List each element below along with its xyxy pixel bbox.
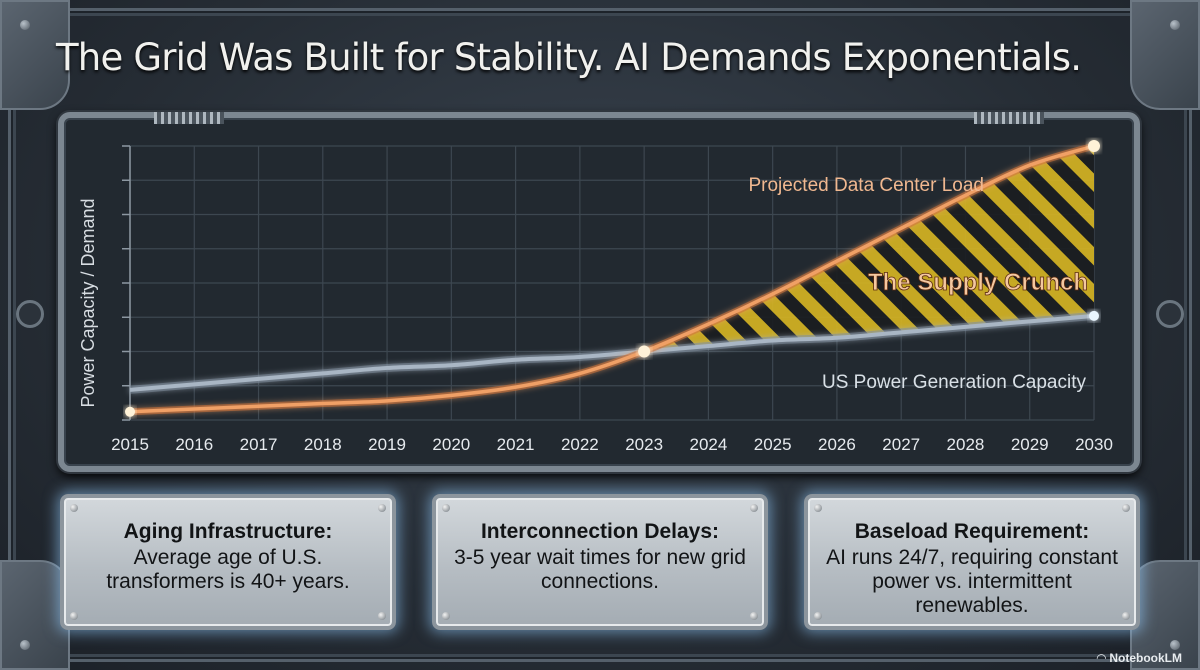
- rivet: [442, 612, 450, 620]
- x-tick-label: 2018: [304, 435, 342, 454]
- load-line: [129, 144, 1095, 414]
- rivet: [814, 504, 822, 512]
- vent-grille: [974, 112, 1044, 124]
- x-tick-label: 2026: [818, 435, 856, 454]
- vent-grille: [154, 112, 224, 124]
- x-tick-label: 2023: [625, 435, 663, 454]
- corner-plate-bottom-left: [0, 560, 70, 670]
- x-tick-label: 2025: [754, 435, 792, 454]
- rivet: [442, 504, 450, 512]
- x-tick-label: 2029: [1011, 435, 1049, 454]
- rivet: [1122, 612, 1130, 620]
- side-ring-left: [16, 300, 44, 328]
- rivet: [70, 612, 78, 620]
- rivet: [1170, 20, 1180, 30]
- brand-label: ◠ NotebookLM: [1097, 651, 1182, 665]
- supply-crunch-label: The Supply Crunch: [868, 269, 1088, 296]
- series-label-load: Projected Data Center Load: [748, 175, 984, 196]
- x-tick-label: 2022: [561, 435, 599, 454]
- info-box-body: Average age of U.S. transformers is 40+ …: [106, 546, 350, 593]
- x-tick-labels: 2015 2016 2017 2018 2019 2020 2021 2022 2023 2024…: [111, 435, 1113, 454]
- x-tick-label: 2030: [1075, 435, 1113, 454]
- rivet: [70, 504, 78, 512]
- info-box-aging: Aging Infrastructure: Average age of U.S…: [60, 494, 396, 630]
- rivet: [378, 504, 386, 512]
- rivet: [378, 612, 386, 620]
- brand-text: NotebookLM: [1109, 651, 1182, 665]
- page-title: The Grid Was Built for Stability. AI Dem…: [56, 36, 1082, 79]
- rivet: [20, 640, 30, 650]
- chart-grid: [122, 145, 1095, 421]
- y-axis-label: Power Capacity / Demand: [78, 198, 98, 407]
- rivet: [1170, 640, 1180, 650]
- x-tick-label: 2028: [947, 435, 985, 454]
- x-tick-label: 2017: [240, 435, 278, 454]
- rivet: [750, 504, 758, 512]
- crossover-point: [638, 345, 651, 358]
- series-layer: [125, 140, 1100, 417]
- info-box-baseload: Baseload Requirement: AI runs 24/7, requ…: [804, 494, 1140, 630]
- info-box-interconnection: Interconnection Delays: 3-5 year wait ti…: [432, 494, 768, 630]
- x-tick-label: 2019: [368, 435, 406, 454]
- chart-panel: 2015 2016 2017 2018 2019 2020 2021 2022 2023 2024…: [58, 112, 1140, 472]
- side-ring-right: [1156, 300, 1184, 328]
- chart-svg: 2015 2016 2017 2018 2019 2020 2021 2022 2023 2024…: [78, 140, 1113, 454]
- x-tick-label: 2021: [497, 435, 535, 454]
- outer-frame: [8, 8, 1192, 662]
- rivet: [750, 612, 758, 620]
- supply-crunch-area: [644, 146, 1094, 352]
- corner-plate-bottom-right: [1130, 560, 1200, 670]
- x-tick-label: 2016: [175, 435, 213, 454]
- notebook-icon: ◠: [1096, 651, 1110, 665]
- load-end-point: [1088, 140, 1100, 152]
- rivet: [20, 20, 30, 30]
- info-box-heading: Aging Infrastructure:: [123, 520, 333, 543]
- capacity-line: [129, 313, 1095, 392]
- x-tick-label: 2020: [432, 435, 470, 454]
- info-box-body: AI runs 24/7, requiring constant power v…: [826, 546, 1118, 617]
- corner-plate-top-right: [1130, 0, 1200, 110]
- series-label-capacity: US Power Generation Capacity: [822, 372, 1087, 393]
- info-box-heading: Baseload Requirement:: [854, 520, 1090, 543]
- info-box-body: 3-5 year wait times for new grid connect…: [454, 546, 746, 593]
- load-start-point: [125, 406, 135, 417]
- rivet: [814, 612, 822, 620]
- corner-plate-top-left: [0, 0, 70, 110]
- info-box-heading: Interconnection Delays:: [480, 520, 720, 543]
- rivet: [1122, 504, 1130, 512]
- x-tick-label: 2024: [689, 435, 727, 454]
- x-tick-label: 2015: [111, 435, 149, 454]
- x-tick-label: 2027: [882, 435, 920, 454]
- capacity-end-point: [1089, 310, 1099, 321]
